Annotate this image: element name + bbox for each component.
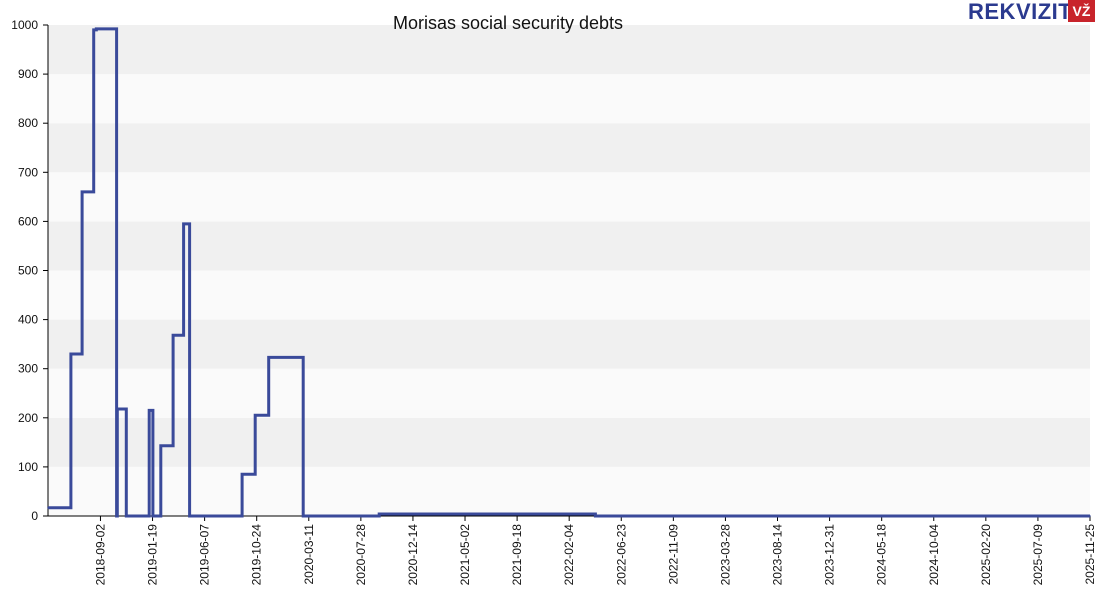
data-point <box>267 356 270 359</box>
x-tick-label: 2019-10-24 <box>250 524 264 586</box>
grid-band <box>48 319 1090 369</box>
data-point <box>378 513 381 515</box>
grid-band <box>48 368 1090 418</box>
grid-band <box>48 74 1090 124</box>
y-tick-label: 600 <box>18 214 38 228</box>
data-point <box>152 515 154 517</box>
y-tick-label: 1000 <box>11 18 38 32</box>
x-tick-label: 2023-08-14 <box>771 524 785 586</box>
x-tick-label: 2021-05-02 <box>458 524 472 586</box>
x-tick-label: 2024-05-18 <box>875 524 889 586</box>
grid-band <box>48 417 1090 467</box>
x-tick-label: 2021-09-18 <box>510 524 524 586</box>
grid-band <box>48 172 1090 222</box>
x-tick-label: 2023-12-31 <box>823 524 837 586</box>
logo-badge-text: VŽ <box>1073 2 1091 19</box>
grid-band <box>48 270 1090 320</box>
grid-band <box>48 221 1090 271</box>
y-tick-label: 900 <box>18 67 38 81</box>
data-point <box>148 409 150 412</box>
data-point <box>70 353 72 355</box>
data-point <box>115 515 118 517</box>
x-tick-label: 2023-03-28 <box>718 524 732 586</box>
series-group <box>47 27 1091 518</box>
data-point <box>254 414 257 417</box>
y-tick-label: 0 <box>31 509 38 523</box>
data-point <box>125 515 128 517</box>
x-tick-label: 2025-11-25 <box>1083 524 1097 585</box>
data-point <box>188 515 191 517</box>
data-point <box>241 473 243 476</box>
data-point <box>95 28 98 30</box>
y-tick-label: 500 <box>18 264 38 278</box>
background-bands <box>48 25 1090 516</box>
data-point <box>159 444 162 447</box>
data-point <box>81 191 83 193</box>
y-tick-label: 700 <box>18 165 38 179</box>
y-tick-label: 300 <box>18 362 38 376</box>
x-tick-label: 2022-11-09 <box>666 524 680 585</box>
x-tick-label: 2024-10-04 <box>927 524 941 586</box>
x-tick-label: 2018-09-02 <box>93 524 107 586</box>
data-point <box>1089 515 1091 517</box>
x-axis-ticks: 2018-09-02 2019-01-19 2019-06-07 2019-10-24… <box>93 516 1097 585</box>
y-axis-ticks: 0 100 200 300 400 500 600 700 800 900 1000 <box>11 18 48 523</box>
logo-badge <box>1068 0 1095 22</box>
data-point <box>594 515 597 517</box>
grid-band <box>48 25 1090 75</box>
x-tick-label: 2020-07-28 <box>354 524 368 586</box>
x-tick-label: 2020-12-14 <box>406 524 420 586</box>
y-tick-label: 800 <box>18 116 38 130</box>
y-tick-label: 200 <box>18 411 38 425</box>
data-point <box>92 29 95 31</box>
x-tick-label: 2020-03-11 <box>302 524 316 585</box>
x-tick-label: 2022-02-04 <box>562 524 576 586</box>
x-tick-label: 2025-07-09 <box>1031 524 1045 586</box>
grid-band <box>48 123 1090 173</box>
x-tick-label: 2022-06-23 <box>614 524 628 586</box>
series-line <box>48 27 1090 518</box>
data-point <box>116 408 119 410</box>
data-point <box>47 506 49 509</box>
y-tick-label: 400 <box>18 313 38 327</box>
data-point <box>302 515 304 517</box>
data-point <box>172 334 174 337</box>
data-point <box>182 223 185 225</box>
rekvizitai-logo: REKVIZITAI VŽ <box>968 0 1095 24</box>
chart-title: Morisas social security debts <box>393 13 623 33</box>
y-tick-label: 100 <box>18 460 38 474</box>
grid-band <box>48 466 1090 516</box>
x-tick-label: 2019-06-07 <box>198 524 212 586</box>
x-tick-label: 2019-01-19 <box>146 524 160 586</box>
x-tick-label: 2025-02-20 <box>979 524 993 586</box>
